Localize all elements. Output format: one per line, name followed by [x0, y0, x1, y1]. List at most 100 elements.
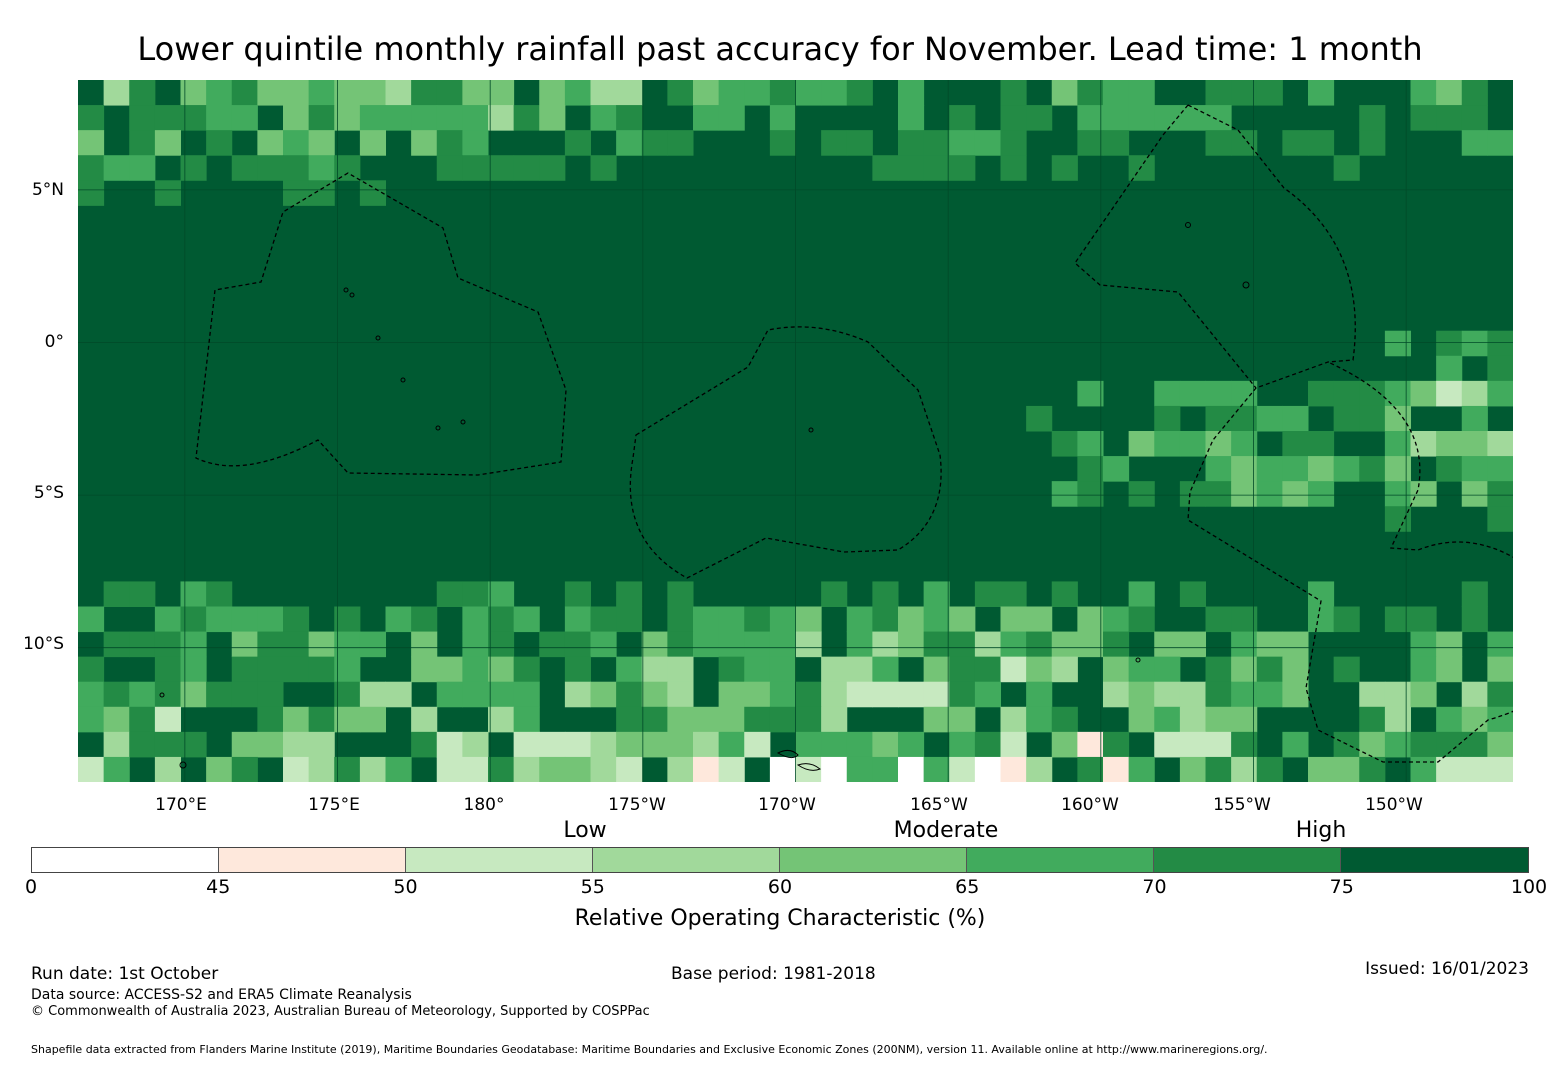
grid-cell: [641, 681, 668, 708]
grid-cell: [744, 731, 771, 758]
grid-cell: [718, 681, 745, 708]
grid-cell: [667, 731, 694, 758]
grid-cell: [1256, 405, 1283, 432]
grid-cell: [1436, 80, 1463, 106]
grid-cell: [1103, 756, 1130, 782]
grid-cell: [436, 681, 463, 708]
grid-cell: [872, 681, 899, 708]
grid-cell: [1359, 130, 1386, 156]
grid-cell: [564, 80, 592, 106]
grid-cell: [488, 681, 515, 708]
grid-cell: [411, 731, 438, 758]
grid-cell: [129, 631, 156, 658]
grid-cell: [1487, 656, 1513, 683]
grid-cell: [1051, 731, 1078, 758]
grid-cell: [1436, 431, 1463, 457]
grid-cell: [257, 656, 284, 683]
grid-cell: [1154, 681, 1181, 708]
grid-cell: [821, 731, 848, 758]
grid-cell: [539, 80, 566, 106]
grid-cell: [1410, 756, 1437, 782]
grid-cell: [180, 105, 207, 131]
grid-cell: [231, 155, 258, 181]
grid-cell: [1077, 731, 1104, 758]
grid-cell: [180, 681, 207, 708]
grid-cell: [923, 756, 950, 782]
grid-cell: [129, 681, 156, 708]
grid-cell: [795, 706, 822, 733]
grid-cell: [1410, 80, 1437, 106]
grid-cell: [129, 130, 156, 156]
grid-cell: [1179, 631, 1207, 658]
grid-cell: [1051, 631, 1078, 658]
colorbar-segment: [1154, 848, 1341, 872]
grid-cell: [693, 756, 720, 782]
issued-date: Issued: 16/01/2023: [1365, 959, 1529, 979]
lon-label-180: 180°: [463, 795, 505, 815]
grid-cell: [436, 581, 463, 607]
grid-cell: [1487, 431, 1513, 457]
grid-cell: [1256, 80, 1283, 106]
grid-cell: [1128, 681, 1155, 708]
grid-cell: [308, 731, 335, 758]
grid-cell: [949, 656, 976, 683]
grid-cell: [1487, 330, 1513, 357]
grid-cell: [1179, 105, 1207, 131]
grid-cell: [1256, 656, 1283, 683]
grid-cell: [359, 631, 387, 658]
grid-cell: [129, 105, 156, 131]
lon-label-165w: 165°W: [910, 795, 968, 815]
grid-cell: [180, 731, 207, 758]
grid-cell: [949, 756, 976, 782]
shapefile-credit: Shapefile data extracted from Flanders M…: [31, 1043, 1268, 1056]
grid-cell: [923, 606, 950, 633]
grid-cell: [693, 606, 720, 633]
eez-tuvalu-kiribati-west: [195, 172, 567, 476]
grid-cell: [923, 681, 950, 708]
grid-cell: [154, 606, 182, 633]
grid-cell: [1359, 706, 1386, 733]
grid-cell: [231, 756, 258, 782]
grid-cell: [564, 731, 592, 758]
grid-cell: [1128, 80, 1155, 106]
grid-cell: [1308, 431, 1335, 457]
grid-cell: [923, 155, 950, 181]
colorbar-label: Relative Operating Characteristic (%): [574, 906, 986, 931]
grid-cell: [616, 105, 643, 131]
grid-cell: [846, 731, 873, 758]
grid-cell: [1308, 380, 1335, 407]
grid-cell: [1384, 706, 1412, 733]
grid-cell: [1179, 731, 1207, 758]
colorbar-segment: [593, 848, 780, 872]
grid-cell: [1000, 731, 1027, 758]
grid-cell: [488, 756, 515, 782]
grid-cell: [564, 631, 592, 658]
grid-cell: [1359, 681, 1386, 708]
grid-cell: [1461, 431, 1488, 457]
grid-cell: [1384, 431, 1412, 457]
grid-cell: [488, 706, 515, 733]
grid-cell: [1436, 330, 1463, 357]
grid-cell: [564, 756, 592, 782]
grid-cell: [667, 706, 694, 733]
grid-cell: [206, 606, 233, 633]
grid-cell: [513, 706, 540, 733]
grid-cell: [308, 631, 335, 658]
grid-cell: [1231, 606, 1258, 633]
grid-cell: [1026, 105, 1053, 131]
grid-cell: [308, 756, 335, 782]
grid-cell: [564, 130, 592, 156]
legend-category-moderate: Moderate: [893, 818, 999, 843]
grid-cell: [308, 656, 335, 683]
grid-cell: [1359, 756, 1386, 782]
grid-cell: [898, 606, 925, 633]
grid-cell: [564, 581, 592, 607]
grid-cell: [1436, 756, 1463, 782]
grid-cell: [1231, 631, 1258, 658]
grid-cell: [103, 631, 130, 658]
grid-cell: [744, 80, 771, 106]
grid-cell: [693, 631, 720, 658]
grid-cell: [1333, 456, 1360, 482]
grid-cell: [1231, 130, 1258, 156]
grid-cell: [1000, 706, 1027, 733]
